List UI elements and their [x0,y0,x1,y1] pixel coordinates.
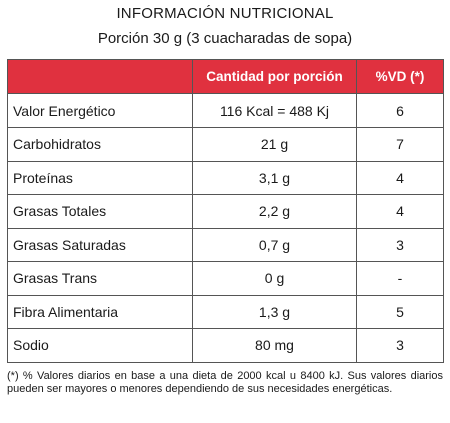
table-row: Fibra Alimentaria 1,3 g 5 [7,294,444,329]
nutrient-quantity: 0,7 g [192,227,357,262]
table-row: Carbohidratos 21 g 7 [7,127,444,162]
table-row: Grasas Saturadas 0,7 g 3 [7,227,444,262]
nutrient-name: Carbohidratos [7,127,193,162]
nutrient-name: Sodio [7,328,193,363]
nutrient-daily-value: 4 [356,160,444,195]
nutrition-table-body: Valor Energético 116 Kcal = 488 Kj 6 Car… [7,93,444,363]
nutrition-table-header: Cantidad por porción %VD (*) [7,59,444,94]
nutrient-daily-value: 3 [356,328,444,363]
nutrition-table: Cantidad por porción %VD (*) Valor Energ… [7,59,444,363]
nutrient-daily-value: 5 [356,294,444,329]
table-row: Proteínas 3,1 g 4 [7,160,444,195]
nutrient-daily-value: 7 [356,127,444,162]
nutrient-quantity: 2,2 g [192,194,357,229]
column-header-nutrient [7,59,193,94]
table-row: Valor Energético 116 Kcal = 488 Kj 6 [7,93,444,128]
footnote: (*) % Valores diarios en base a una diet… [7,370,443,395]
nutrient-quantity: 80 mg [192,328,357,363]
nutrient-name: Grasas Saturadas [7,227,193,262]
nutrient-quantity: 1,3 g [192,294,357,329]
column-header-quantity: Cantidad por porción [192,59,357,94]
nutrient-name: Grasas Totales [7,194,193,229]
serving-size: Porción 30 g (3 cuacharadas de sopa) [97,30,353,47]
nutrient-daily-value: - [356,261,444,296]
nutrient-name: Grasas Trans [7,261,193,296]
nutrient-quantity: 0 g [192,261,357,296]
nutrient-daily-value: 4 [356,194,444,229]
nutrient-quantity: 116 Kcal = 488 Kj [192,93,357,128]
nutrient-daily-value: 6 [356,93,444,128]
nutrient-name: Valor Energético [7,93,193,128]
nutrient-quantity: 21 g [192,127,357,162]
nutrient-name: Proteínas [7,160,193,195]
table-row: Grasas Totales 2,2 g 4 [7,194,444,229]
column-header-daily-value: %VD (*) [356,59,444,94]
header-row: Cantidad por porción %VD (*) [7,59,444,94]
nutrient-daily-value: 3 [356,227,444,262]
nutrient-quantity: 3,1 g [192,160,357,195]
page-title: INFORMACIÓN NUTRICIONAL [116,5,334,22]
nutrient-name: Fibra Alimentaria [7,294,193,329]
table-row: Sodio 80 mg 3 [7,328,444,363]
table-row: Grasas Trans 0 g - [7,261,444,296]
